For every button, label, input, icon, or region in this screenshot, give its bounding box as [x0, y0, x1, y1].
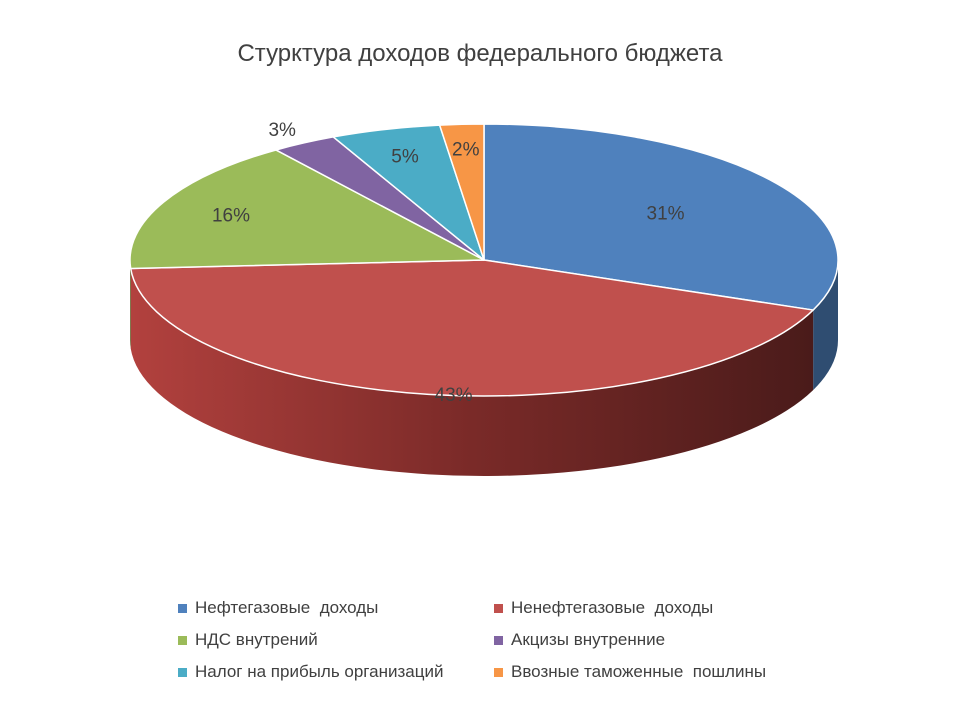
- legend-swatch: [494, 667, 503, 677]
- slice-label-1: 43%: [435, 385, 473, 406]
- pie-side-0: [813, 260, 838, 391]
- pie-slice-0: [483, 123, 839, 311]
- legend-item-5: Ввозные таможенные пошлины: [494, 660, 766, 684]
- slice-label-2: 16%: [212, 205, 250, 226]
- legend-label: Налог на прибыль организаций: [195, 662, 444, 681]
- legend-swatch: [178, 603, 187, 613]
- legend-label: НДС внутрений: [195, 630, 318, 649]
- legend-label: Акцизы внутренние: [511, 630, 666, 649]
- legend-label: Нефтегазовые доходы: [195, 598, 379, 617]
- pie-top: [129, 123, 839, 397]
- legend-swatch: [494, 603, 503, 613]
- pie-side-2: [130, 260, 131, 349]
- pie-side-1: [130, 268, 814, 476]
- pie-slice-2: [129, 149, 485, 270]
- chart-title: Стурктура доходов федерального бюджета: [237, 40, 723, 67]
- pie-side: [130, 260, 838, 476]
- legend-item-4: Налог на прибыль организаций: [178, 660, 443, 684]
- legend-item-2: НДС внутрений: [178, 628, 318, 652]
- legend-item-3: Акцизы внутренние: [494, 628, 665, 652]
- slice-label-4: 5%: [391, 147, 419, 168]
- legend-item-1: Ненефтегазовые доходы: [494, 596, 713, 620]
- legend-swatch: [178, 635, 187, 645]
- slice-label-3: 3%: [268, 120, 296, 141]
- legend-swatch: [178, 667, 187, 677]
- pie-slice-1: [129, 259, 814, 397]
- legend-label: Ввозные таможенные пошлины: [511, 662, 767, 681]
- legend-swatch: [494, 635, 503, 645]
- legend-label: Ненефтегазовые доходы: [511, 598, 714, 617]
- pie-labels: 31% 43% 16% 3% 5% 2%: [212, 120, 685, 406]
- legend-item-0: Нефтегазовые доходы: [178, 596, 378, 620]
- slice-label-5: 2%: [452, 140, 480, 161]
- pie-slice-5: [438, 123, 485, 261]
- slice-label-0: 31%: [647, 204, 685, 225]
